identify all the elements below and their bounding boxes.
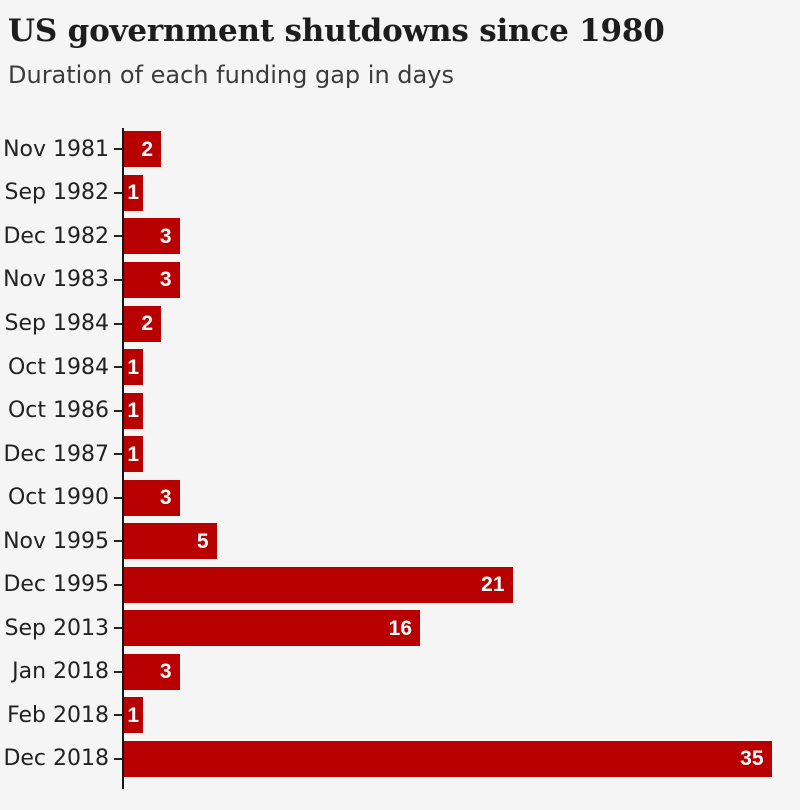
chart-row: 3 bbox=[124, 476, 800, 520]
bar-value-label: 16 bbox=[388, 616, 412, 640]
chart-row: 1 bbox=[124, 432, 800, 476]
category-label: Oct 1984 bbox=[7, 354, 109, 380]
axis-tick bbox=[114, 278, 122, 281]
bar: 3 bbox=[124, 479, 180, 516]
chart-row: 3 bbox=[124, 258, 800, 302]
axis-tick bbox=[114, 453, 122, 456]
chart-row: 3 bbox=[124, 650, 800, 694]
bar: 2 bbox=[124, 305, 161, 342]
plot-area: 2 1 3 3 2 1 1 1 3 5 21 16 3 1 35 bbox=[124, 128, 800, 781]
chart-row: 21 bbox=[124, 563, 800, 607]
bar-value-label: 3 bbox=[159, 660, 172, 684]
chart-row: 16 bbox=[124, 607, 800, 651]
category-row: Feb 2018 bbox=[0, 694, 122, 738]
axis-tick bbox=[114, 583, 122, 586]
bar: 5 bbox=[124, 523, 217, 560]
chart-subtitle: Duration of each funding gap in days bbox=[8, 60, 454, 89]
chart-row: 1 bbox=[124, 171, 800, 215]
axis-tick bbox=[114, 670, 122, 673]
bar-value-label: 1 bbox=[127, 399, 140, 423]
chart-row: 1 bbox=[124, 345, 800, 389]
category-row: Nov 1983 bbox=[0, 258, 122, 302]
category-row: Dec 1987 bbox=[0, 432, 122, 476]
category-row: Sep 1984 bbox=[0, 302, 122, 346]
bar-chart: Nov 1981 Sep 1982 Dec 1982 Nov 1983 Sep 1984… bbox=[0, 127, 800, 789]
category-label: Dec 1982 bbox=[3, 223, 109, 249]
category-row: Nov 1995 bbox=[0, 519, 122, 563]
category-label: Nov 1981 bbox=[3, 136, 109, 162]
chart-row: 5 bbox=[124, 519, 800, 563]
axis-tick bbox=[114, 757, 122, 760]
bar: 3 bbox=[124, 261, 180, 298]
chart-title: US government shutdowns since 1980 bbox=[8, 13, 665, 49]
category-row: Oct 1984 bbox=[0, 345, 122, 389]
axis-tick bbox=[114, 191, 122, 194]
bar-value-label: 3 bbox=[159, 268, 172, 292]
bar-value-label: 35 bbox=[740, 747, 764, 771]
chart-row: 35 bbox=[124, 737, 800, 781]
chart-row: 3 bbox=[124, 215, 800, 259]
bar: 35 bbox=[124, 740, 772, 777]
chart-row: 2 bbox=[124, 128, 800, 172]
bar-value-label: 2 bbox=[141, 137, 153, 161]
category-label: Sep 2013 bbox=[4, 615, 109, 641]
category-row: Jan 2018 bbox=[0, 650, 122, 694]
bar-value-label: 1 bbox=[127, 442, 140, 466]
category-label: Sep 1984 bbox=[4, 311, 109, 336]
bar: 2 bbox=[124, 131, 161, 168]
category-label: Dec 2018 bbox=[3, 746, 109, 772]
bar: 1 bbox=[124, 392, 143, 429]
category-label: Nov 1983 bbox=[3, 267, 109, 293]
bar-value-label: 21 bbox=[481, 573, 505, 597]
axis-tick bbox=[114, 540, 122, 543]
bar: 3 bbox=[124, 218, 180, 255]
axis-tick bbox=[114, 714, 122, 717]
axis-tick bbox=[114, 235, 122, 238]
chart-row: 1 bbox=[124, 389, 800, 433]
bar: 1 bbox=[124, 436, 143, 473]
bar: 1 bbox=[124, 349, 143, 386]
category-label: Nov 1995 bbox=[3, 528, 109, 554]
bar-value-label: 3 bbox=[159, 486, 172, 510]
bar-value-label: 1 bbox=[127, 355, 140, 379]
category-row: Nov 1981 bbox=[0, 128, 122, 172]
category-label: Dec 1995 bbox=[3, 572, 109, 598]
category-row: Dec 1982 bbox=[0, 215, 122, 259]
bar: 1 bbox=[124, 174, 143, 211]
chart-row: 2 bbox=[124, 302, 800, 346]
category-label: Oct 1990 bbox=[7, 485, 109, 511]
category-row: Oct 1986 bbox=[0, 389, 122, 433]
chart-row: 1 bbox=[124, 694, 800, 738]
category-row: Dec 2018 bbox=[0, 737, 122, 781]
category-row: Dec 1995 bbox=[0, 563, 122, 607]
bar-value-label: 1 bbox=[127, 703, 140, 727]
category-label: Oct 1986 bbox=[7, 398, 109, 424]
axis-tick bbox=[114, 148, 122, 151]
bar-value-label: 1 bbox=[127, 181, 140, 205]
y-axis-line bbox=[122, 127, 124, 789]
axis-tick bbox=[114, 409, 122, 412]
axis-tick bbox=[114, 366, 122, 369]
category-row: Sep 1982 bbox=[0, 171, 122, 215]
axis-tick bbox=[114, 322, 122, 325]
bar: 1 bbox=[124, 697, 143, 734]
category-row: Oct 1990 bbox=[0, 476, 122, 520]
bar: 21 bbox=[124, 566, 513, 603]
bar-value-label: 3 bbox=[159, 224, 172, 248]
category-label: Sep 1982 bbox=[4, 180, 109, 206]
category-axis: Nov 1981 Sep 1982 Dec 1982 Nov 1983 Sep 1984… bbox=[0, 128, 122, 781]
category-row: Sep 2013 bbox=[0, 607, 122, 651]
category-label: Jan 2018 bbox=[12, 659, 109, 685]
axis-tick bbox=[114, 496, 122, 499]
bar: 16 bbox=[124, 610, 420, 647]
axis-tick bbox=[114, 627, 122, 630]
category-label: Feb 2018 bbox=[7, 702, 109, 728]
bar-value-label: 2 bbox=[141, 312, 153, 335]
bar: 3 bbox=[124, 653, 180, 690]
category-label: Dec 1987 bbox=[3, 441, 109, 467]
bar-value-label: 5 bbox=[196, 529, 209, 553]
